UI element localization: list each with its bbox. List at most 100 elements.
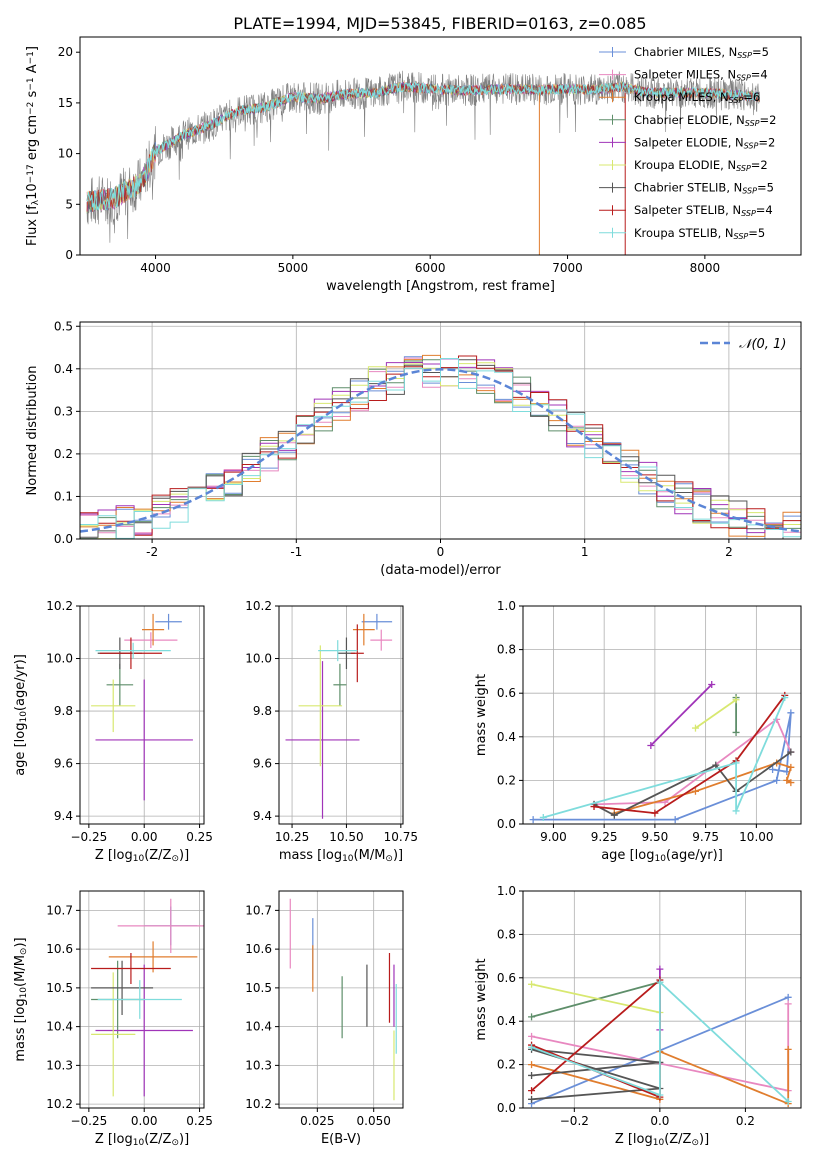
legend-text: Kroupa MILES, N	[634, 90, 729, 104]
x-axis-label: wavelength [Angstrom, rest frame]	[326, 279, 555, 294]
errorbar-salpeter-miles	[370, 629, 393, 651]
point-marker	[708, 680, 716, 688]
x-axis-label-part: ⊙	[385, 854, 393, 864]
series-line	[531, 983, 661, 1014]
x-axis-label-part: (M/M	[354, 848, 386, 863]
x-axis-label-part: Z [log	[95, 848, 133, 863]
legend-tail: =2	[758, 135, 775, 149]
tick-label-x: 0.2	[736, 1114, 755, 1128]
errorbar-salpeter-miles	[124, 632, 178, 649]
tick-label-x: 10.25	[275, 830, 309, 844]
tick-label-y: 5	[65, 197, 73, 211]
point-marker	[787, 709, 795, 717]
point-marker	[691, 724, 699, 732]
axes-border	[278, 890, 404, 1109]
series-line	[593, 718, 792, 806]
series-line	[650, 683, 713, 747]
x-axis-label-part: )]	[393, 848, 403, 863]
axes-frame: 4000 5000 6000 7000 8000 0 5 10 15 20	[58, 36, 802, 275]
legend-entry-salpeter-miles: Salpeter MILES, NSSP=4	[634, 68, 768, 83]
legend-tail: =5	[748, 226, 765, 240]
tick-label-x: 0.050	[357, 1114, 391, 1128]
x-axis-label-part: ⊙	[171, 854, 179, 864]
panel-spectrum: 4000 5000 6000 7000 8000 0 5 10 15 20 wavelength […	[25, 36, 802, 294]
y-axis-label-group: age [log10(age/yr)]	[13, 654, 29, 776]
legend-subscript: SSP	[744, 141, 759, 150]
tick-label-y: 9.8	[253, 704, 272, 718]
tick-label-y: 0.1	[54, 489, 73, 503]
point-marker	[528, 1032, 536, 1040]
y-axis-label: age [log10(age/yr)]	[13, 654, 29, 776]
y-axis-label-part: −1	[26, 51, 36, 64]
point-marker	[528, 1095, 536, 1103]
legend-entry-salpeter-elodie: Salpeter ELODIE, NSSP=2	[634, 135, 775, 150]
tick-label-y: 10.5	[245, 981, 272, 995]
tick-label-y: 10.2	[245, 1097, 272, 1111]
x-axis-label-part: 10	[133, 1138, 145, 1148]
tick-label-y: 10.4	[46, 1020, 73, 1034]
x-axis-label-part: (age/yr)]	[666, 848, 723, 863]
tick-label-x: 0	[437, 545, 445, 559]
tick-label-x: 5000	[278, 261, 309, 275]
axes-frame: -2 -1 0 1 2 0.0 0.1 0.2 0.3 0.4 0.5	[54, 319, 802, 559]
axes-border	[278, 605, 404, 825]
point-marker	[671, 816, 679, 824]
tick-label-x: −0.25	[70, 1114, 107, 1128]
legend-tail: =2	[751, 158, 768, 172]
series-kroupa-stelib	[539, 694, 789, 821]
point-marker	[712, 761, 720, 769]
point-marker	[529, 816, 537, 824]
y-axis-label-part: (M/M	[13, 955, 28, 987]
tick-label-y: 0.0	[54, 532, 73, 546]
tick-label-x: 6000	[415, 261, 446, 275]
axes-frame: −0.25 0.00 0.25 10.2 10.3 10.4 10.5 10.6 10.7	[46, 890, 213, 1128]
errorbar-kroupa-miles	[352, 613, 375, 646]
point-marker	[787, 779, 795, 787]
errorbar-kroupa-stelib	[318, 640, 358, 662]
errorbar-salpeter-elodie	[285, 661, 360, 819]
axes-border	[79, 605, 205, 825]
errorbar-chabrier-elodie	[106, 663, 134, 706]
y-axis-label-part: 10	[19, 987, 29, 999]
x-axis-label-part: ⊙	[171, 1138, 179, 1148]
legend-text: Kroupa STELIB, N	[634, 226, 734, 240]
y-axis-label-group: Normed distribution	[25, 366, 40, 496]
legend-entry-kroupa-elodie: Kroupa ELODIE, NSSP=2	[634, 158, 768, 173]
axes-frame: 10.25 10.50 10.75 9.4 9.6 9.8 10.0 10.2	[245, 599, 418, 844]
y-axis-label-part: s	[25, 90, 40, 101]
y-axis-label-part: −17	[26, 164, 36, 183]
axes-border	[522, 890, 802, 1109]
point-marker	[732, 696, 740, 704]
tick-label-y: 0.4	[497, 1014, 516, 1028]
errorbar-kroupa-elodie	[91, 972, 136, 1097]
y-axis-label-part: −2	[26, 102, 36, 115]
point-marker	[528, 1087, 536, 1095]
y-axis-label-part: ⊙	[19, 948, 29, 956]
tick-label-y: 0.6	[497, 971, 516, 985]
tick-label-y: 10.5	[46, 981, 73, 995]
point-marker	[784, 1000, 792, 1008]
panel-residuals: -2 -1 0 1 2 0.0 0.1 0.2 0.3 0.4 0.5 (data-model)/er…	[25, 319, 802, 578]
tick-label-y: 9.6	[253, 757, 272, 771]
tick-label-y: 10.6	[245, 942, 272, 956]
y-axis-label-part: 10	[25, 183, 40, 200]
series-line	[531, 981, 661, 1018]
tick-label-x: 0.25	[186, 830, 213, 844]
tick-label-y: 0.0	[497, 817, 516, 831]
panel-weight_vs_Z: −0.2 0.0 0.2 0.0 0.2 0.4 0.6 0.8 1.0 Z [log10(Z/Z…	[474, 884, 802, 1148]
errorbar-salpeter-stelib	[99, 637, 162, 670]
point-marker	[732, 807, 740, 815]
tick-label-y: 20	[58, 45, 73, 59]
point-marker	[539, 813, 547, 821]
series-line	[694, 698, 737, 729]
point-marker	[656, 965, 664, 973]
y-axis-label-part: erg cm	[25, 115, 40, 164]
point-marker	[787, 748, 795, 756]
tick-label-y: 9.8	[54, 704, 73, 718]
axes-border	[522, 605, 802, 825]
plot-area	[529, 680, 795, 824]
legend-tail: =6	[743, 90, 760, 104]
tick-label-y: 10.7	[245, 903, 272, 917]
tick-label-x: −0.25	[70, 830, 107, 844]
tick-label-y: 9.4	[54, 809, 73, 823]
